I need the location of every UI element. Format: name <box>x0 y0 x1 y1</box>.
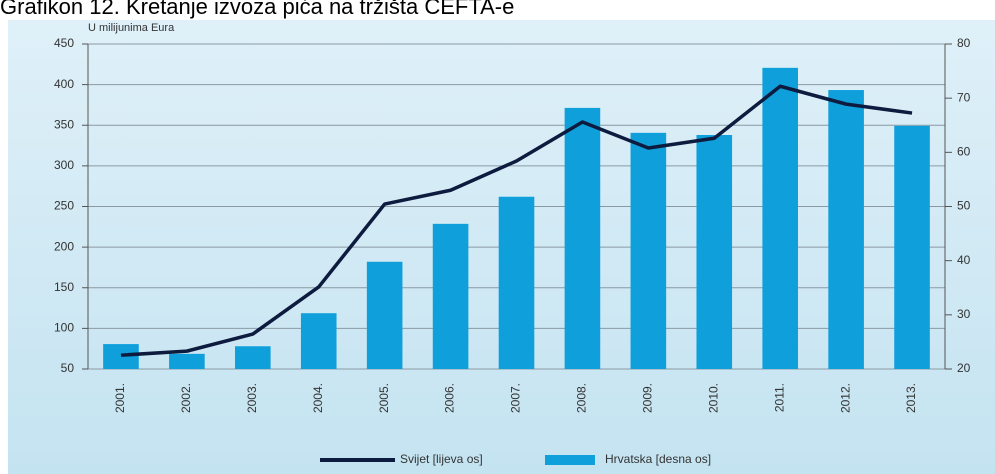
x-tick-label: 2005. <box>377 383 391 413</box>
y-tick-label: 200 <box>54 239 74 253</box>
line <box>120 84 913 357</box>
legend-label: Svijet [lijeva os] <box>400 452 483 466</box>
bar <box>169 353 205 369</box>
y2-tick-label: 80 <box>957 36 971 50</box>
x-tick-label: 2010. <box>706 383 720 413</box>
y2-tick-label: 40 <box>957 253 971 267</box>
bar <box>103 344 139 369</box>
y2-tick-label: 50 <box>957 199 971 213</box>
bar <box>762 67 798 369</box>
y-tick-label: 450 <box>54 36 74 50</box>
x-tick-label: 2001. <box>113 383 127 413</box>
x-tick-label: 2003. <box>245 383 259 413</box>
legend-label: Hrvatska [desna os] <box>605 452 711 466</box>
bar <box>894 125 930 370</box>
y2-tick-label: 30 <box>957 307 971 321</box>
x-tick-label: 2007. <box>509 383 523 413</box>
bar <box>366 261 403 369</box>
x-tick-label: 2008. <box>575 383 589 413</box>
axis-title: U milijunima Eura <box>88 22 175 34</box>
chart-title: Grafikon 12. Kretanje izvoza pića na trž… <box>0 0 514 19</box>
bar <box>235 346 271 369</box>
y2-tick-label: 60 <box>957 145 971 159</box>
bar <box>300 313 337 369</box>
bar <box>564 107 601 370</box>
x-tick-label: 2013. <box>904 383 918 413</box>
bar <box>696 135 733 369</box>
y-tick-label: 400 <box>54 77 74 91</box>
y-tick-label: 100 <box>54 321 74 335</box>
y2-tick-label: 70 <box>957 90 971 104</box>
x-tick-label: 2012. <box>838 383 852 413</box>
y-tick-label: 250 <box>54 199 74 213</box>
bar <box>630 132 667 369</box>
x-tick-label: 2002. <box>179 383 193 413</box>
bar <box>828 90 864 370</box>
y-tick-label: 300 <box>54 158 74 172</box>
x-tick-label: 2004. <box>311 383 325 413</box>
y-tick-label: 150 <box>54 280 74 294</box>
legend-swatch <box>545 455 595 465</box>
y2-tick-label: 20 <box>957 361 971 375</box>
x-tick-label: 2006. <box>443 383 457 413</box>
y-tick-label: 50 <box>61 361 75 375</box>
x-tick-label: 2011. <box>772 383 786 412</box>
x-tick-label: 2009. <box>641 383 655 413</box>
y-tick-label: 350 <box>54 117 74 131</box>
bar <box>498 196 535 369</box>
bar <box>432 223 469 369</box>
